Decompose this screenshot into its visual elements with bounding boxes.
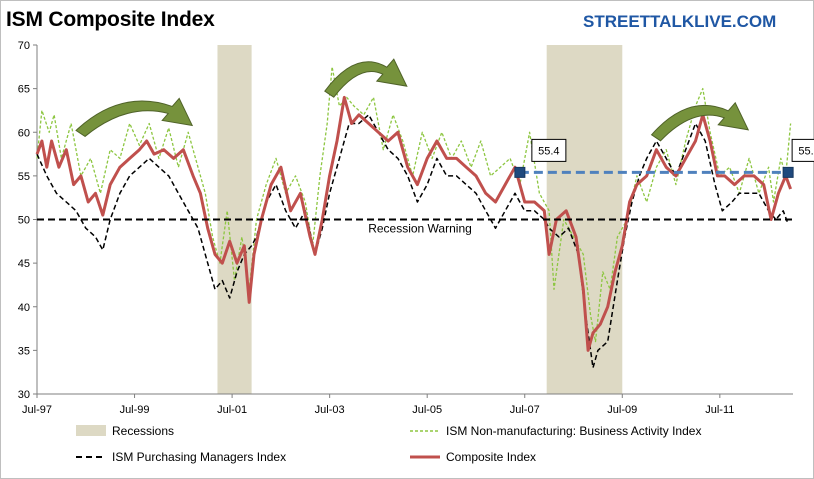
brand-logo-text: STREETTALKLIVE.COM — [583, 12, 777, 31]
x-tick-label: Jul-07 — [510, 404, 540, 416]
trend-arrow-2 — [650, 101, 750, 142]
axes: 30 35 40 45 50 55 60 65 70 Jul-97 Jul-99 Jul-01 Jul-… — [18, 40, 793, 416]
trend-arrow-0 — [75, 97, 194, 138]
y-tick-label: 65 — [18, 84, 30, 96]
level-marker-1 — [782, 166, 794, 178]
x-tick-label: Jul-99 — [120, 404, 150, 416]
recession-warning-label: Recession Warning — [368, 222, 472, 236]
x-tick-label: Jul-11 — [705, 404, 734, 416]
series-line-2 — [35, 95, 793, 352]
legend-label-2: ISM Purchasing Managers Index — [112, 450, 286, 464]
legend-label-0: Recessions — [112, 424, 174, 438]
recession-shading — [217, 45, 623, 394]
x-tick-label: Jul-09 — [607, 404, 637, 416]
annotations: 55.4 55.4 — [514, 138, 814, 178]
recession-band-0 — [217, 45, 252, 394]
legend-label-3: Composite Index — [446, 450, 536, 464]
trend-arrows — [75, 58, 750, 142]
trend-arrow-1 — [324, 58, 408, 98]
x-tick-label: Jul-03 — [315, 404, 345, 416]
y-tick-label: 55 — [18, 171, 30, 183]
y-tick-label: 30 — [18, 389, 30, 401]
reference-lines: Recession Warning — [37, 170, 793, 236]
legend-label-1: ISM Non-manufacturing: Business Activity… — [446, 424, 701, 438]
y-tick-label: 60 — [18, 127, 30, 139]
y-tick-label: 50 — [18, 215, 30, 227]
callout-label-1: 55.4 — [798, 145, 814, 157]
chart-title: ISM Composite Index — [6, 8, 215, 31]
x-tick-label: Jul-05 — [412, 404, 442, 416]
legend-swatch-recessions — [76, 425, 106, 436]
callout-box-1 — [791, 138, 814, 162]
series-line-0 — [36, 66, 792, 343]
y-tick-label: 45 — [18, 258, 30, 270]
series-line-1 — [36, 114, 789, 369]
y-tick-label: 35 — [18, 345, 30, 357]
x-tick-label: Jul-01 — [217, 404, 247, 416]
callout-label-0: 55.4 — [538, 145, 559, 157]
legend: Recessions ISM Non-manufacturing: Busines… — [76, 424, 701, 464]
level-marker-0 — [514, 166, 526, 178]
series-lines — [35, 66, 793, 369]
x-tick-label: Jul-97 — [22, 404, 52, 416]
y-tick-label: 70 — [18, 40, 30, 52]
y-tick-label: 40 — [18, 302, 30, 314]
callout-box-0 — [531, 138, 567, 162]
